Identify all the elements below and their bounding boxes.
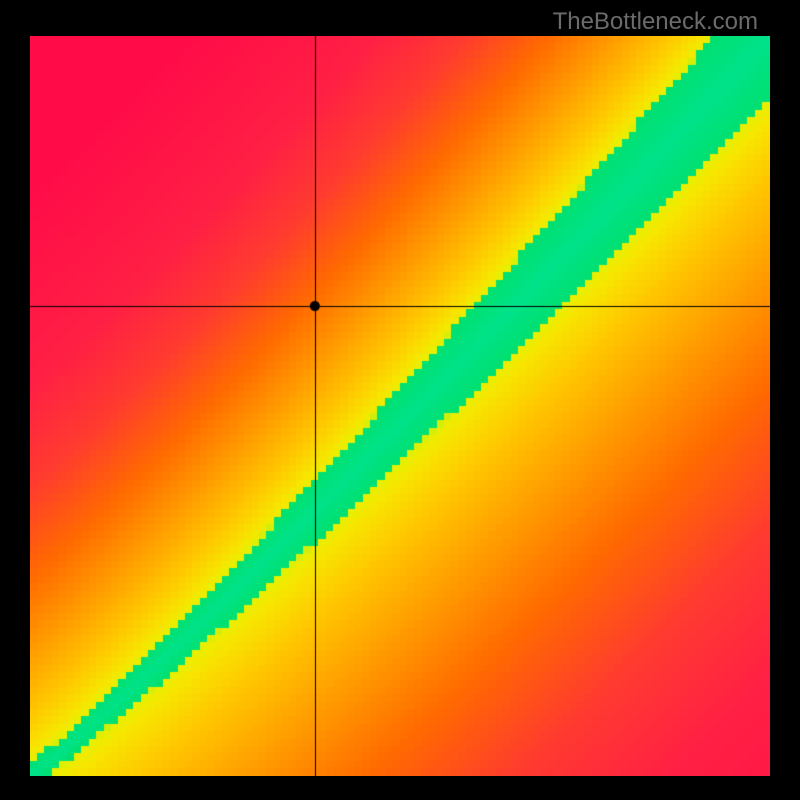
bottleneck-heatmap: [30, 36, 770, 776]
watermark-text: TheBottleneck.com: [553, 8, 758, 36]
chart-container: TheBottleneck.com: [0, 0, 800, 800]
